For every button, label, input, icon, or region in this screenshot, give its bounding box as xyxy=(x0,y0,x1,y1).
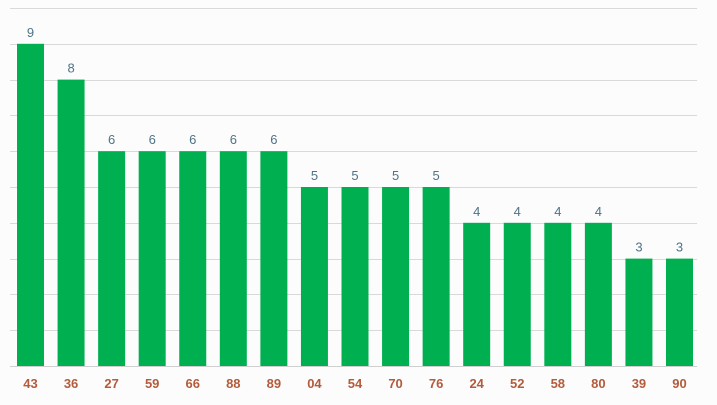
value-label-89: 6 xyxy=(270,132,277,147)
category-label-58: 58 xyxy=(551,376,565,391)
bar-66 xyxy=(179,151,207,366)
value-label-24: 4 xyxy=(473,204,480,219)
category-label-54: 54 xyxy=(348,376,363,391)
bar-90 xyxy=(666,258,693,366)
value-label-88: 6 xyxy=(230,132,237,147)
value-label-39: 3 xyxy=(635,240,642,255)
bar-76 xyxy=(422,187,450,366)
category-label-59: 59 xyxy=(145,376,159,391)
bar-52 xyxy=(503,222,531,366)
bar-43 xyxy=(17,43,44,367)
value-label-90: 3 xyxy=(676,240,683,255)
value-label-36: 8 xyxy=(67,61,74,76)
value-label-52: 4 xyxy=(514,204,521,219)
bar-24 xyxy=(463,222,491,366)
bar-58 xyxy=(544,222,572,366)
bar-54 xyxy=(341,187,369,366)
category-label-36: 36 xyxy=(64,376,78,391)
value-label-54: 5 xyxy=(351,168,358,183)
category-label-24: 24 xyxy=(469,376,484,391)
value-label-04: 5 xyxy=(311,168,318,183)
bar-04 xyxy=(300,187,328,366)
bars xyxy=(17,43,693,367)
category-label-70: 70 xyxy=(388,376,402,391)
category-label-66: 66 xyxy=(186,376,200,391)
value-label-80: 4 xyxy=(595,204,602,219)
bar-36 xyxy=(57,79,85,366)
category-label-80: 80 xyxy=(591,376,605,391)
bar-88 xyxy=(219,151,247,366)
value-label-70: 5 xyxy=(392,168,399,183)
value-label-59: 6 xyxy=(149,132,156,147)
category-label-52: 52 xyxy=(510,376,524,391)
category-label-89: 89 xyxy=(267,376,281,391)
category-label-76: 76 xyxy=(429,376,443,391)
category-label-04: 04 xyxy=(307,376,322,391)
bar-70 xyxy=(382,187,410,366)
bar-27 xyxy=(98,151,126,366)
bar-80 xyxy=(584,222,612,366)
value-label-43: 9 xyxy=(27,25,34,40)
value-label-76: 5 xyxy=(433,168,440,183)
category-label-90: 90 xyxy=(672,376,686,391)
bar-89 xyxy=(260,151,288,366)
value-labels: 9 8 6 6 6 6 6 5 5 5 5 4 4 4 4 3 3 xyxy=(27,25,683,255)
category-label-88: 88 xyxy=(226,376,240,391)
category-labels: 43 36 27 59 66 88 89 04 54 70 76 24 52 58 80 39 90 xyxy=(23,376,686,391)
value-label-27: 6 xyxy=(108,132,115,147)
value-label-58: 4 xyxy=(554,204,561,219)
category-label-39: 39 xyxy=(632,376,646,391)
bar-59 xyxy=(138,151,166,366)
value-label-66: 6 xyxy=(189,132,196,147)
category-label-43: 43 xyxy=(23,376,37,391)
category-label-27: 27 xyxy=(104,376,118,391)
bar-39 xyxy=(625,258,653,366)
